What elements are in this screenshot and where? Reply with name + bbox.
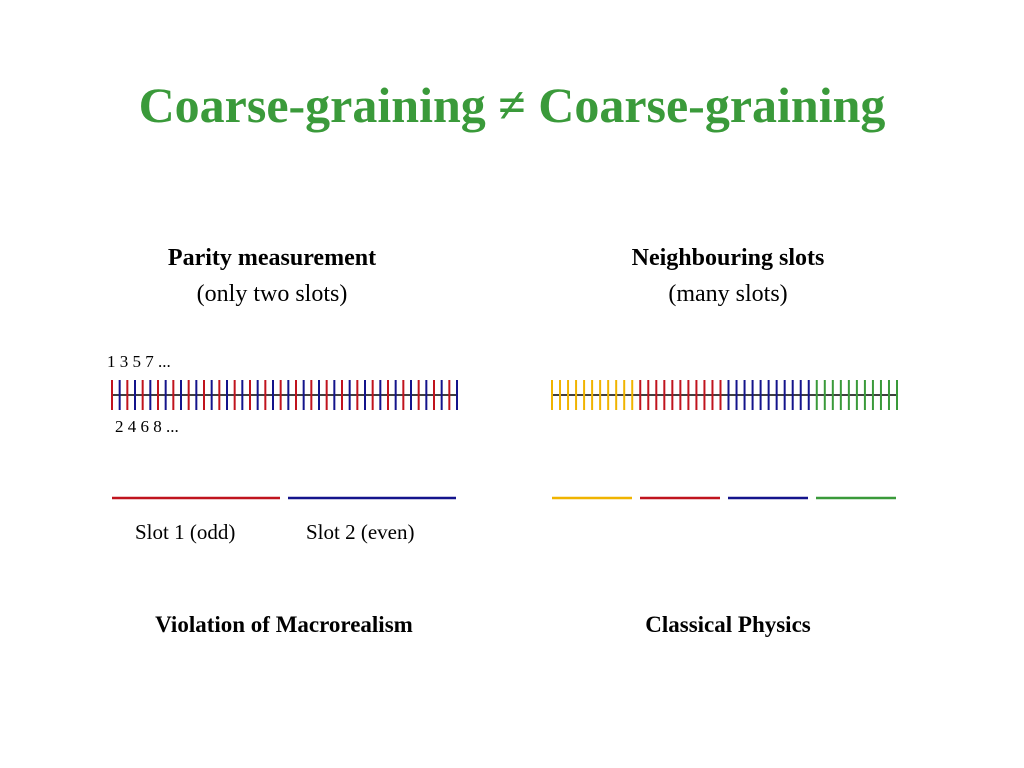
slide-title: Coarse-graining ≠ Coarse-graining: [138, 77, 886, 133]
slot-1-label: Slot 1 (odd): [135, 520, 236, 544]
left-subheading: (only two slots): [196, 281, 348, 307]
even-numbers-label: 2 4 6 8 ...: [115, 417, 179, 436]
right-column-header: Neighbouring slots (many slots): [578, 240, 878, 312]
right-heading: Neighbouring slots: [631, 245, 825, 271]
right-conclusion: Classical Physics: [645, 612, 811, 637]
slot-2-label: Slot 2 (even): [306, 520, 415, 544]
neighbour-tick-group: [551, 380, 898, 410]
right-subheading: (many slots): [668, 281, 788, 307]
left-heading: Parity measurement: [167, 245, 377, 271]
parity-tick-group: [111, 380, 458, 410]
odd-numbers-label: 1 3 5 7 ...: [107, 352, 171, 371]
left-conclusion: Violation of Macrorealism: [155, 612, 413, 637]
left-column-header: Parity measurement (only two slots): [122, 240, 422, 312]
